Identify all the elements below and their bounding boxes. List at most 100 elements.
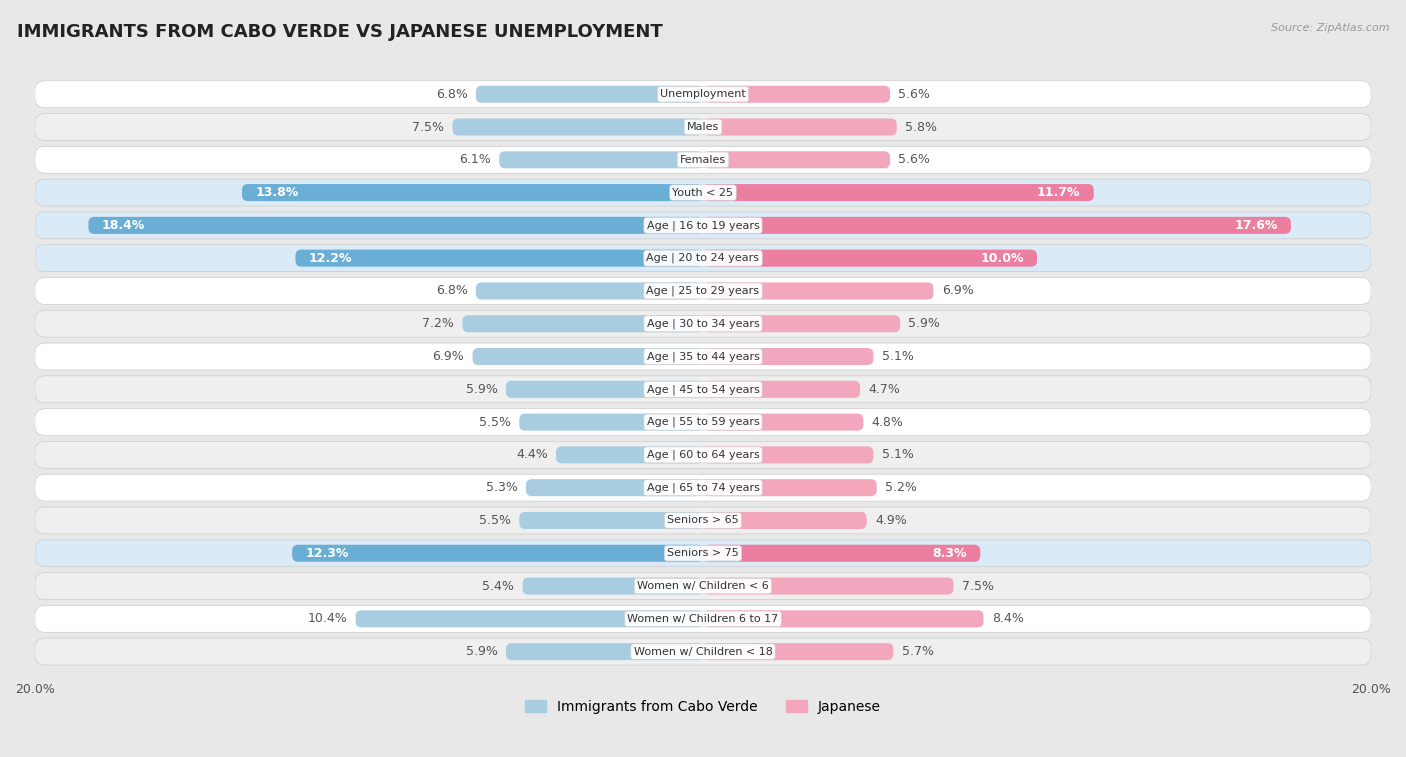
FancyBboxPatch shape	[703, 119, 897, 136]
Text: 5.7%: 5.7%	[901, 645, 934, 658]
Text: Age | 65 to 74 years: Age | 65 to 74 years	[647, 482, 759, 493]
Text: Seniors > 75: Seniors > 75	[666, 548, 740, 558]
Text: Females: Females	[681, 154, 725, 165]
Text: 11.7%: 11.7%	[1038, 186, 1080, 199]
FancyBboxPatch shape	[35, 638, 1371, 665]
FancyBboxPatch shape	[703, 381, 860, 398]
FancyBboxPatch shape	[472, 348, 703, 365]
Text: 5.5%: 5.5%	[479, 416, 510, 428]
Text: Age | 60 to 64 years: Age | 60 to 64 years	[647, 450, 759, 460]
FancyBboxPatch shape	[703, 151, 890, 168]
FancyBboxPatch shape	[295, 250, 703, 266]
FancyBboxPatch shape	[35, 441, 1371, 469]
FancyBboxPatch shape	[356, 610, 703, 628]
FancyBboxPatch shape	[703, 413, 863, 431]
Legend: Immigrants from Cabo Verde, Japanese: Immigrants from Cabo Verde, Japanese	[526, 699, 880, 714]
Text: Source: ZipAtlas.com: Source: ZipAtlas.com	[1271, 23, 1389, 33]
Text: 18.4%: 18.4%	[101, 219, 145, 232]
FancyBboxPatch shape	[35, 278, 1371, 304]
Text: 5.6%: 5.6%	[898, 154, 931, 167]
Text: IMMIGRANTS FROM CABO VERDE VS JAPANESE UNEMPLOYMENT: IMMIGRANTS FROM CABO VERDE VS JAPANESE U…	[17, 23, 662, 41]
FancyBboxPatch shape	[475, 282, 703, 300]
Text: Women w/ Children < 18: Women w/ Children < 18	[634, 646, 772, 656]
Text: 6.8%: 6.8%	[436, 285, 468, 298]
Text: 4.8%: 4.8%	[872, 416, 904, 428]
Text: 5.9%: 5.9%	[465, 645, 498, 658]
FancyBboxPatch shape	[703, 315, 900, 332]
Text: 12.3%: 12.3%	[305, 547, 349, 559]
FancyBboxPatch shape	[703, 86, 890, 103]
FancyBboxPatch shape	[703, 578, 953, 594]
Text: 6.8%: 6.8%	[436, 88, 468, 101]
FancyBboxPatch shape	[506, 643, 703, 660]
FancyBboxPatch shape	[89, 217, 703, 234]
Text: 4.4%: 4.4%	[516, 448, 548, 462]
FancyBboxPatch shape	[35, 376, 1371, 403]
FancyBboxPatch shape	[523, 578, 703, 594]
FancyBboxPatch shape	[519, 413, 703, 431]
Text: 13.8%: 13.8%	[256, 186, 298, 199]
FancyBboxPatch shape	[475, 86, 703, 103]
Text: Age | 45 to 54 years: Age | 45 to 54 years	[647, 384, 759, 394]
FancyBboxPatch shape	[292, 545, 703, 562]
FancyBboxPatch shape	[453, 119, 703, 136]
FancyBboxPatch shape	[35, 212, 1371, 238]
FancyBboxPatch shape	[555, 447, 703, 463]
Text: 5.9%: 5.9%	[465, 383, 498, 396]
Text: Women w/ Children < 6: Women w/ Children < 6	[637, 581, 769, 591]
FancyBboxPatch shape	[703, 217, 1291, 234]
Text: 7.2%: 7.2%	[422, 317, 454, 330]
Text: Age | 30 to 34 years: Age | 30 to 34 years	[647, 319, 759, 329]
Text: Seniors > 65: Seniors > 65	[668, 516, 738, 525]
Text: 6.1%: 6.1%	[460, 154, 491, 167]
Text: 7.5%: 7.5%	[412, 120, 444, 133]
Text: 5.6%: 5.6%	[898, 88, 931, 101]
FancyBboxPatch shape	[242, 184, 703, 201]
Text: Age | 16 to 19 years: Age | 16 to 19 years	[647, 220, 759, 231]
Text: 7.5%: 7.5%	[962, 580, 994, 593]
FancyBboxPatch shape	[703, 282, 934, 300]
FancyBboxPatch shape	[703, 348, 873, 365]
FancyBboxPatch shape	[703, 610, 984, 628]
Text: 5.5%: 5.5%	[479, 514, 510, 527]
Text: Unemployment: Unemployment	[661, 89, 745, 99]
FancyBboxPatch shape	[35, 606, 1371, 632]
FancyBboxPatch shape	[463, 315, 703, 332]
FancyBboxPatch shape	[35, 114, 1371, 141]
FancyBboxPatch shape	[506, 381, 703, 398]
FancyBboxPatch shape	[35, 81, 1371, 107]
FancyBboxPatch shape	[703, 545, 980, 562]
Text: 6.9%: 6.9%	[433, 350, 464, 363]
Text: Age | 25 to 29 years: Age | 25 to 29 years	[647, 285, 759, 296]
FancyBboxPatch shape	[703, 250, 1038, 266]
FancyBboxPatch shape	[499, 151, 703, 168]
Text: 8.4%: 8.4%	[993, 612, 1024, 625]
FancyBboxPatch shape	[703, 512, 866, 529]
Text: 17.6%: 17.6%	[1234, 219, 1278, 232]
FancyBboxPatch shape	[703, 184, 1094, 201]
Text: 5.4%: 5.4%	[482, 580, 515, 593]
FancyBboxPatch shape	[703, 479, 877, 496]
FancyBboxPatch shape	[35, 245, 1371, 272]
FancyBboxPatch shape	[519, 512, 703, 529]
Text: 5.1%: 5.1%	[882, 448, 914, 462]
Text: Age | 20 to 24 years: Age | 20 to 24 years	[647, 253, 759, 263]
Text: 10.0%: 10.0%	[980, 251, 1024, 265]
FancyBboxPatch shape	[703, 447, 873, 463]
FancyBboxPatch shape	[35, 146, 1371, 173]
FancyBboxPatch shape	[35, 409, 1371, 435]
FancyBboxPatch shape	[35, 343, 1371, 370]
Text: 5.2%: 5.2%	[884, 481, 917, 494]
Text: 8.3%: 8.3%	[932, 547, 967, 559]
Text: Age | 35 to 44 years: Age | 35 to 44 years	[647, 351, 759, 362]
FancyBboxPatch shape	[526, 479, 703, 496]
FancyBboxPatch shape	[35, 572, 1371, 600]
FancyBboxPatch shape	[703, 643, 893, 660]
FancyBboxPatch shape	[35, 474, 1371, 501]
Text: 10.4%: 10.4%	[308, 612, 347, 625]
FancyBboxPatch shape	[35, 179, 1371, 206]
Text: 5.1%: 5.1%	[882, 350, 914, 363]
FancyBboxPatch shape	[35, 540, 1371, 567]
Text: 4.7%: 4.7%	[869, 383, 900, 396]
Text: Age | 55 to 59 years: Age | 55 to 59 years	[647, 417, 759, 428]
